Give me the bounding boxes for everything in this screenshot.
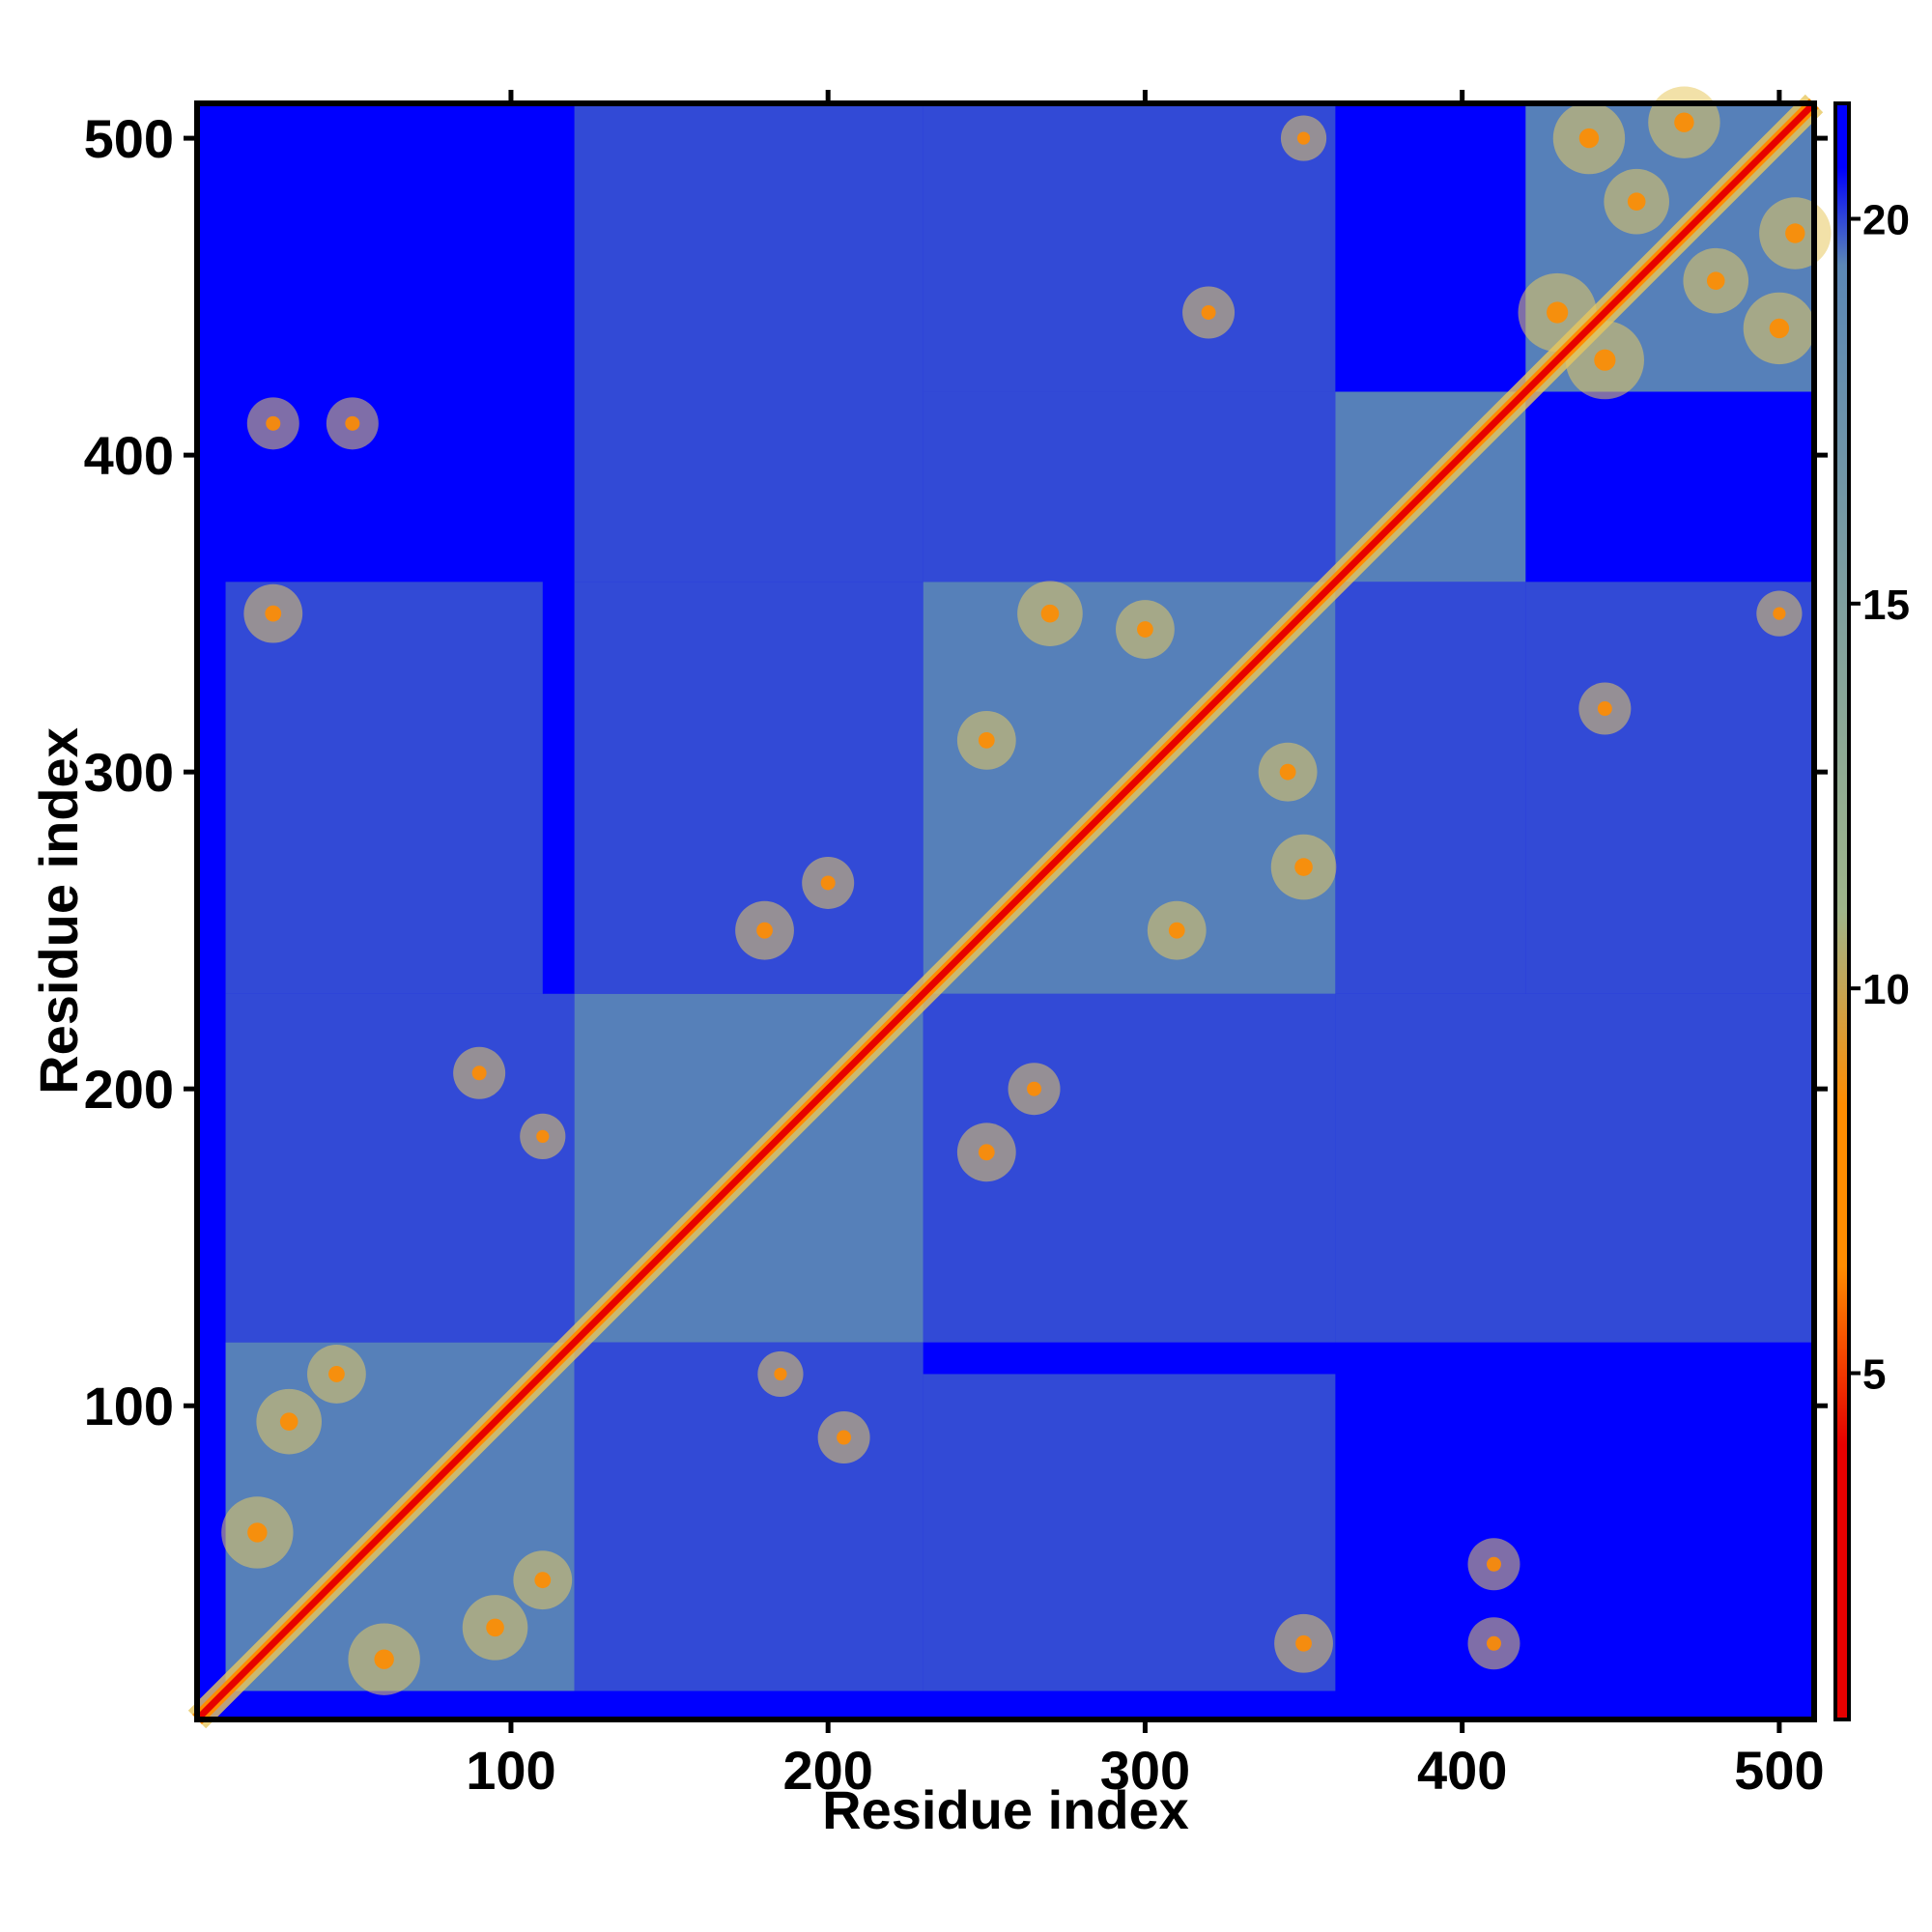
contact-point [328,1366,345,1382]
cross-domain-block [1525,582,1814,994]
cross-domain-block [1335,582,1526,994]
contact-point [1201,305,1216,321]
colorbar-tick-label: 15 [1862,582,1910,629]
cross-domain-block [923,391,1336,582]
colorbar-tick-label: 5 [1862,1351,1886,1399]
x-tick-label: 300 [1100,1740,1190,1801]
diagonal-core [194,100,1817,1722]
contact-point [1597,701,1612,717]
cross-domain-block [574,1342,923,1691]
contact-point [1706,271,1725,291]
contact-point [1027,1081,1042,1096]
contact-point [534,1572,552,1589]
heatmap-area [187,86,1832,1729]
contact-point [1486,1635,1501,1651]
y-tick-label: 200 [84,1059,174,1120]
contact-point [1769,318,1790,339]
contact-point [1674,112,1694,132]
y-tick-label: 500 [84,108,174,169]
contact-point [1578,128,1600,149]
colorbar-tick-label: 10 [1862,966,1910,1013]
colorbar-tick-label: 20 [1862,197,1910,244]
contact-point [536,1129,550,1144]
x-axis-title: Residue index [822,1779,1189,1840]
contact-point [471,1065,487,1081]
y-tick-label: 100 [84,1376,174,1436]
contact-point [374,1649,394,1669]
plot-frame [194,100,1817,1722]
contact-point [756,922,773,939]
x-tick-label: 200 [782,1740,872,1801]
y-axis: 100 200 300 400 500 [84,108,1828,1436]
contact-point [978,731,995,749]
y-tick-label: 300 [84,742,174,803]
contact-point [279,1412,298,1431]
colorbar-ticks: 5 10 15 20 [1849,197,1910,1399]
contact-point [1295,1634,1312,1652]
colorbar: 5 10 15 20 [1833,101,1910,1721]
cross-domain-block [923,1374,1336,1691]
x-axis: 100 200 300 400 500 [466,90,1825,1801]
contact-point [1168,922,1185,939]
contact-point [1785,223,1805,243]
contact-point [1040,604,1060,623]
contact-point [1296,131,1311,145]
cross-domain-block [225,582,543,994]
contact-bands [221,86,1832,1695]
cross-domain-block [1335,993,1814,1343]
contact-point [345,415,360,431]
y-axis-title: Residue index [28,727,89,1094]
contact-point [266,415,281,431]
cross-domain-block [225,993,575,1343]
contact-point [1279,763,1296,781]
cross-domain-block [923,103,1336,392]
x-tick-label: 400 [1417,1740,1507,1801]
contact-point [265,605,282,622]
contact-point [1547,301,1569,324]
contact-point [1294,858,1313,876]
contact-point [1137,621,1153,638]
contact-point [774,1367,787,1381]
cross-domain-block [574,103,923,582]
contact-point [486,1618,504,1637]
contact-point [978,1144,995,1161]
x-tick-label: 500 [1734,1740,1824,1801]
contact-point [1627,192,1646,211]
contact-point [1773,607,1786,620]
diagonal-band [187,94,1824,1729]
contact-point [837,1430,852,1445]
contact-point [820,875,836,891]
y-tick-label: 400 [84,425,174,486]
contact-point [1486,1556,1501,1572]
contact-point [247,1522,268,1543]
colorbar-gradient [1833,101,1851,1721]
x-tick-label: 100 [466,1740,555,1801]
contact-point [1594,349,1616,371]
